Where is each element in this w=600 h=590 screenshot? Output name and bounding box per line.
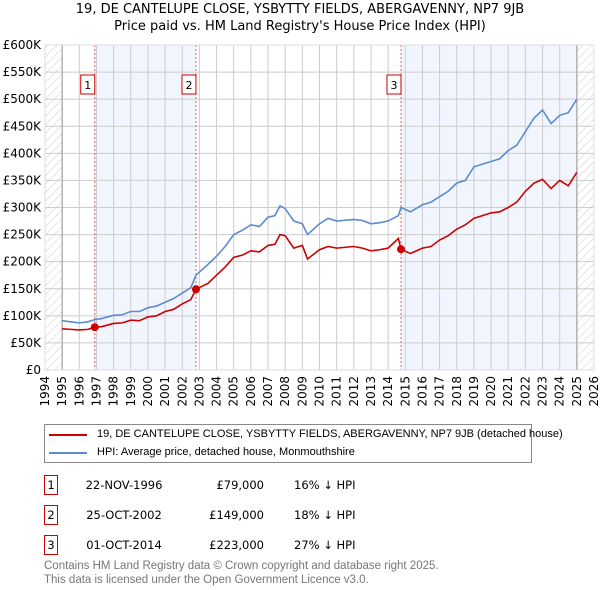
sale-badge-label: 3 [390,79,397,92]
y-tick-label: £200K [3,255,43,269]
x-tick-label: 2000 [141,376,155,407]
x-tick-label: 2006 [244,376,258,407]
legend-item-hpi: HPI: Average price, detached house, Monm… [45,444,355,461]
plot-border [44,44,595,371]
footer-copyright: Contains HM Land Registry data © Crown c… [44,560,439,572]
transaction-hpi-diff: 27% ↓ HPI [294,538,356,552]
transaction-price: £79,000 [216,478,264,492]
x-tick-label: 1997 [89,376,103,407]
marker-badge: 2 [44,505,58,525]
x-tick-label: 1995 [55,376,69,407]
marker-badge: 3 [44,535,58,555]
x-tick-label: 2025 [570,376,584,407]
y-tick-label: £0 [26,363,41,377]
x-tick-label: 2023 [536,376,550,407]
sale-badge-label: 1 [84,79,91,92]
x-tick-label: 1996 [72,376,86,407]
x-tick-label: 2001 [158,376,172,407]
x-tick-label: 1999 [124,376,138,407]
x-tick-label: 2007 [261,376,275,407]
x-tick-label: 2004 [210,376,224,407]
sale-point [396,245,405,254]
x-tick-label: 2021 [501,376,515,407]
x-tick-label: 1998 [107,376,121,407]
transaction-hpi-diff: 18% ↓ HPI [294,508,356,522]
sale-point [90,323,99,332]
sale-badge [386,74,402,95]
y-tick-label: £250K [3,228,43,242]
legend-item-property: 19, DE CANTELUPE CLOSE, YSBYTTY FIELDS, … [45,426,563,443]
x-tick-label: 2019 [467,376,481,407]
x-tick-label: 2018 [450,376,464,407]
x-tick-label: 2002 [175,376,189,407]
price-chart: 1994 1995 1996 1997 1998 1999 2000 2001 2002 2003… [3,38,600,407]
x-tick-label: 2005 [227,376,241,407]
x-tick-label: 2009 [295,376,309,407]
x-tick-label: 2003 [192,376,206,407]
y-tick-label: £350K [3,173,43,187]
transaction-date: 01-OCT-2014 [86,538,162,552]
transaction-date: 22-NOV-1996 [85,478,163,492]
x-tick-label: 2011 [330,376,344,407]
legend-swatch-blue [49,451,87,454]
x-tick-label: 2014 [381,376,395,407]
y-tick-label: £150K [3,282,43,296]
sale-badge [181,74,197,95]
chart-subtitle: Price paid vs. HM Land Registry's House … [114,19,486,34]
x-tick-label: 2020 [484,376,498,407]
y-tick-label: £550K [3,65,43,79]
hpi-line [62,98,578,324]
property-price-line [62,171,578,331]
x-tick-label: 2026 [587,376,600,407]
x-tick-label: 2010 [313,376,327,407]
sale-point [191,285,200,294]
legend: 19, DE CANTELUPE CLOSE, YSBYTTY FIELDS, … [44,424,563,463]
chart-title: 19, DE CANTELUPE CLOSE, YSBYTTY FIELDS, … [75,2,525,17]
y-tick-label: £50K [10,336,42,350]
x-tick-label: 2017 [433,376,447,407]
legend-label: 19, DE CANTELUPE CLOSE, YSBYTTY FIELDS, … [97,428,563,440]
x-tick-label: 2012 [347,376,361,407]
x-tick-label: 1994 [38,376,52,407]
transaction-hpi-diff: 16% ↓ HPI [294,478,356,492]
transaction-date: 25-OCT-2002 [86,508,162,522]
footer-licence: This data is licensed under the Open Gov… [44,574,369,586]
y-tick-label: £450K [3,119,43,133]
y-tick-label: £400K [3,146,43,160]
x-tick-label: 2016 [415,376,429,407]
y-tick-label: £500K [3,92,43,106]
legend-label: HPI: Average price, detached house, Monm… [97,446,355,458]
y-tick-label: £300K [3,201,43,215]
x-tick-label: 2013 [364,376,378,407]
y-tick-label: £600K [3,38,43,52]
marker-badge: 1 [44,475,58,495]
transaction-price: £223,000 [209,538,264,552]
x-tick-label: 2024 [553,376,567,407]
sale-badge-label: 2 [185,79,192,92]
legend-swatch-red [49,433,87,436]
y-tick-label: £100K [3,309,43,323]
x-tick-label: 2015 [398,376,412,407]
x-tick-label: 2022 [518,376,532,407]
transaction-price: £149,000 [209,508,264,522]
x-tick-label: 2008 [278,376,292,407]
sale-badge [80,74,96,95]
